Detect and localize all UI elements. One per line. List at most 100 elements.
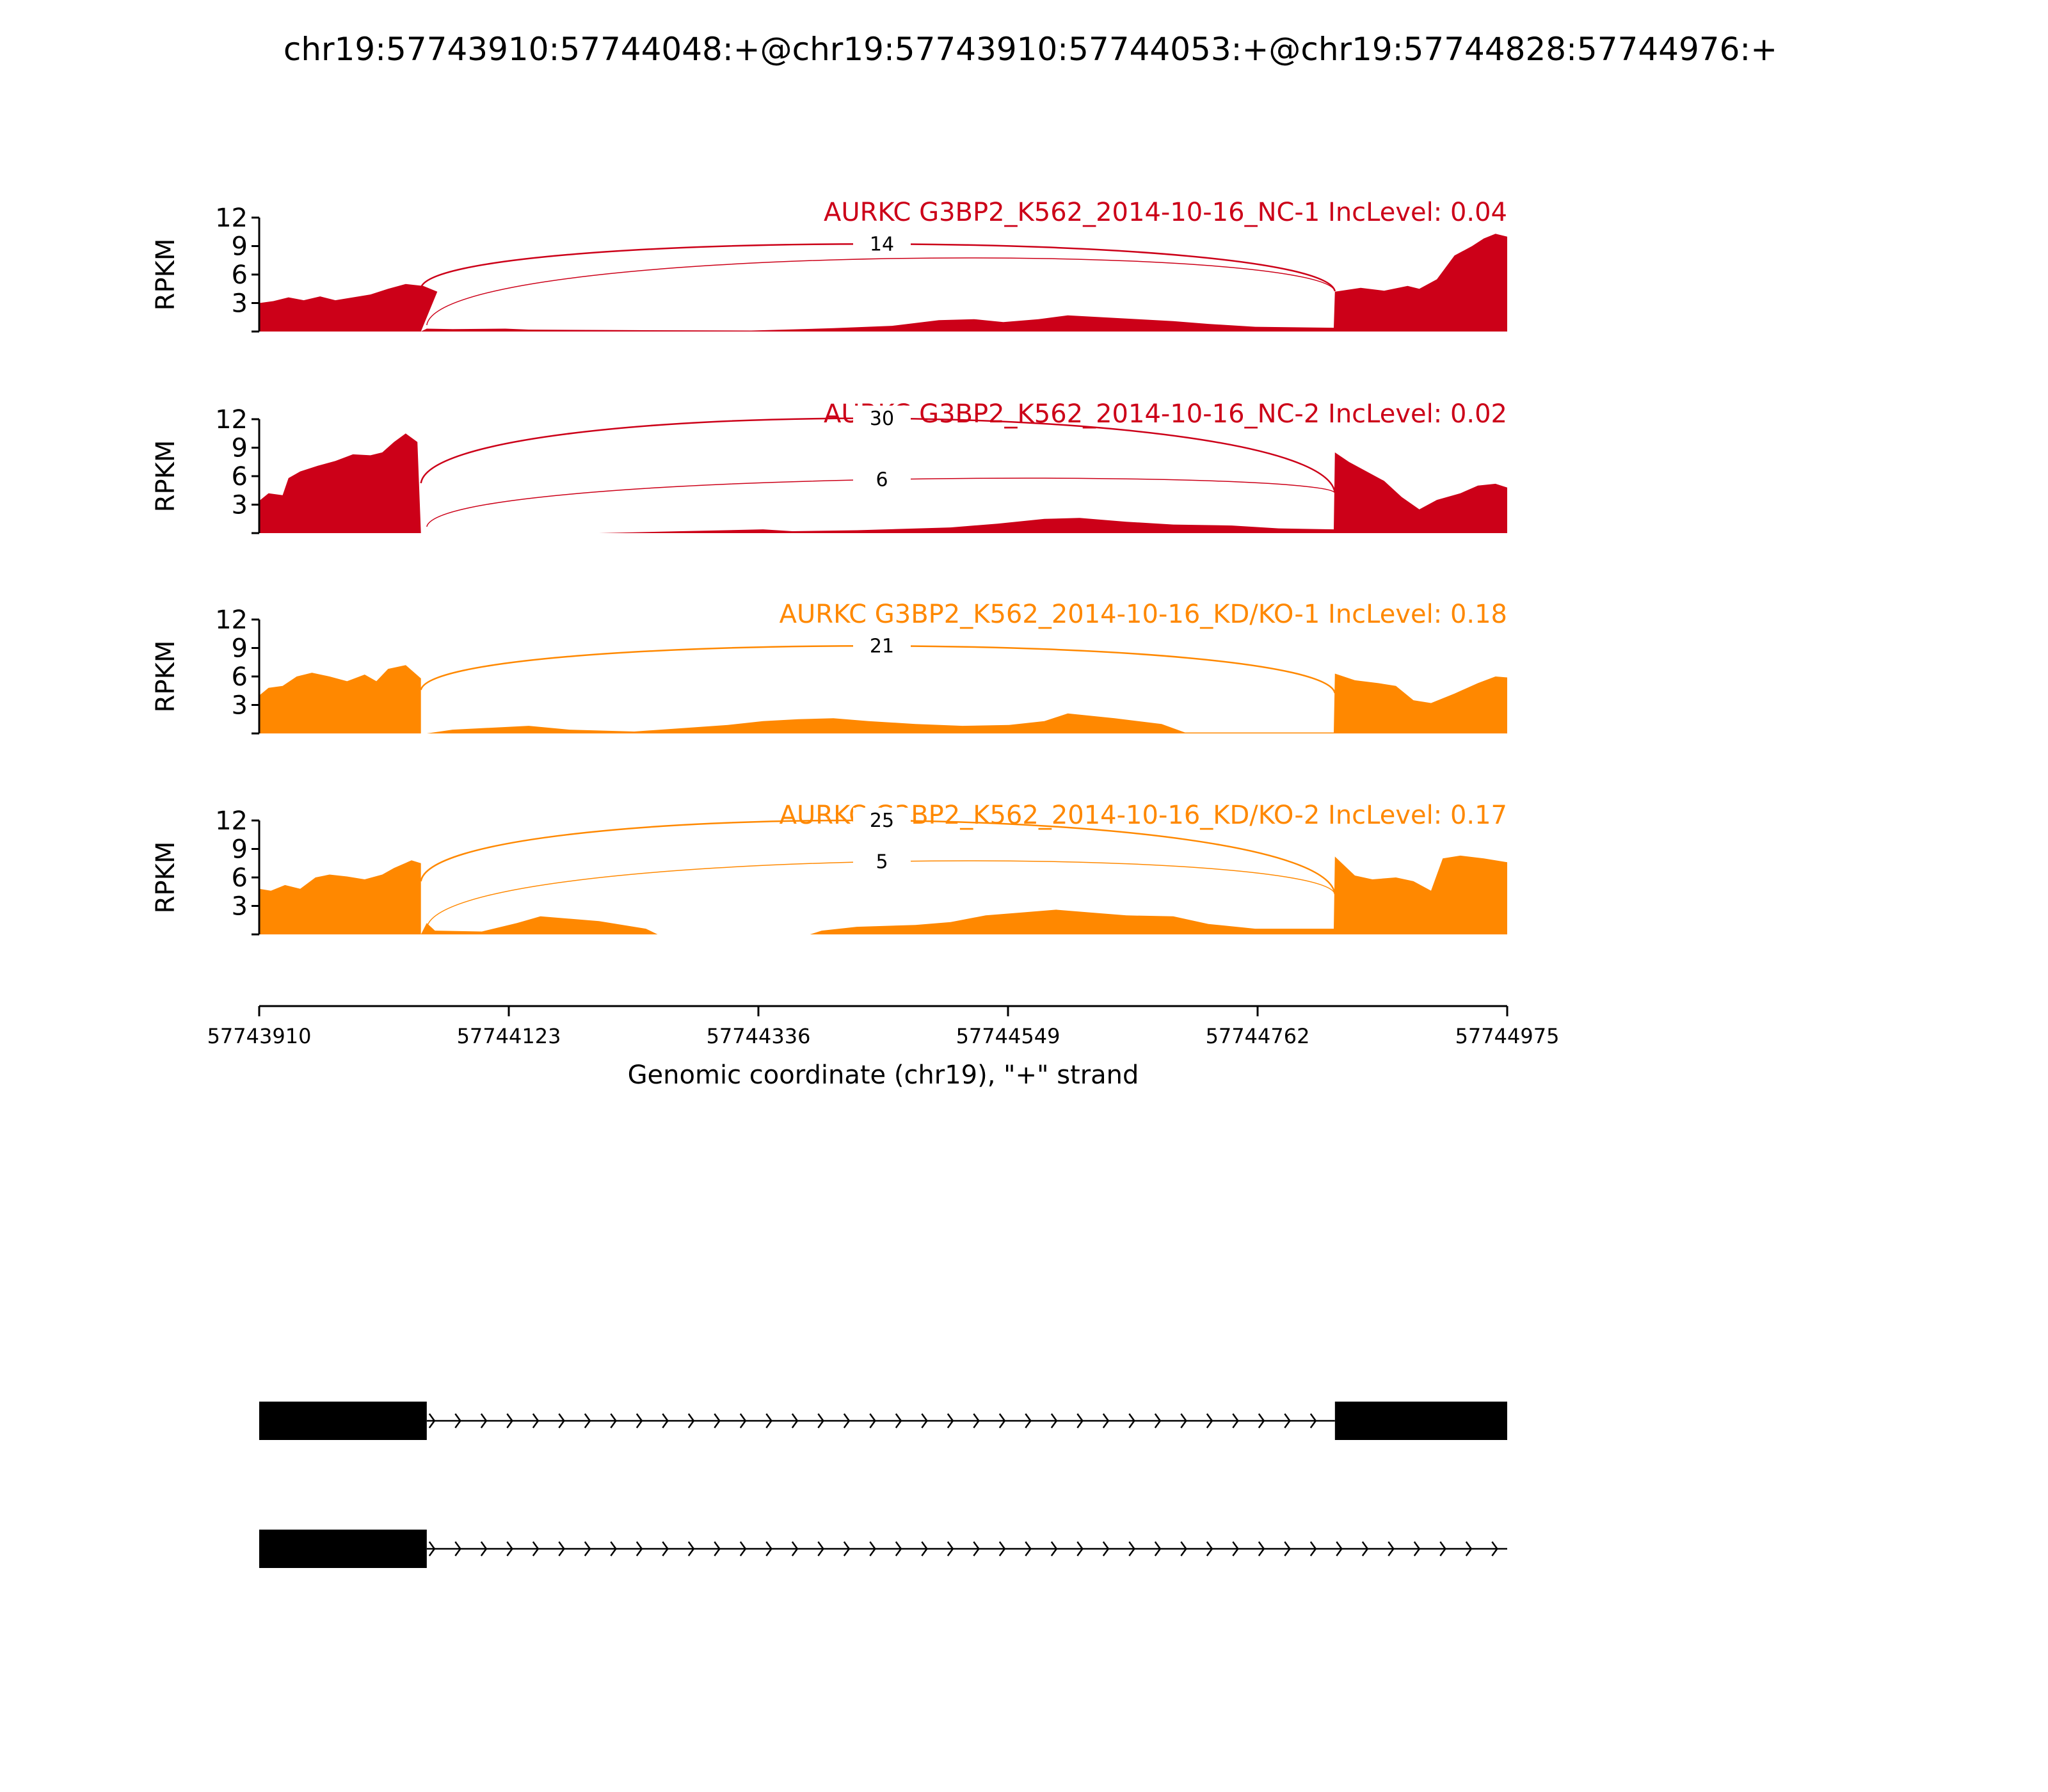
junction-count: 25 xyxy=(870,810,894,832)
y-tick-label: 3 xyxy=(232,691,248,721)
strand-arrow xyxy=(1180,1413,1187,1428)
strand-arrow xyxy=(428,1413,436,1428)
strand-arrow xyxy=(1413,1541,1421,1556)
junction-count-bg xyxy=(853,849,911,872)
strand-arrow xyxy=(610,1541,617,1556)
y-tick-label: 6 xyxy=(232,462,248,492)
strand-arrow xyxy=(1206,1413,1213,1428)
strand-arrow xyxy=(714,1541,721,1556)
x-tick-label: 57744549 xyxy=(956,1024,1060,1048)
strand-arrow xyxy=(1025,1541,1032,1556)
coverage-area xyxy=(259,234,1507,332)
strand-arrow xyxy=(921,1413,928,1428)
coverage-area xyxy=(259,855,1507,934)
strand-arrow xyxy=(817,1541,824,1556)
strand-arrow xyxy=(998,1413,1006,1428)
strand-arrow xyxy=(636,1413,643,1428)
y-tick-label: 3 xyxy=(232,491,248,520)
strand-arrow xyxy=(532,1541,540,1556)
strand-arrow xyxy=(1050,1413,1058,1428)
y-axis-label: RPKM xyxy=(151,842,180,914)
strand-arrow xyxy=(947,1541,954,1556)
strand-arrow xyxy=(1309,1541,1317,1556)
strand-arrow xyxy=(428,1541,436,1556)
junction-count: 5 xyxy=(876,851,888,873)
strand-arrow xyxy=(1388,1541,1395,1556)
exon-block xyxy=(259,1530,427,1568)
strand-arrow xyxy=(1336,1541,1343,1556)
junction-arc xyxy=(426,257,1336,326)
strand-arrow xyxy=(895,1413,902,1428)
strand-arrow xyxy=(1128,1541,1135,1556)
strand-arrow xyxy=(687,1413,695,1428)
strand-arrow xyxy=(662,1541,669,1556)
y-tick-label: 12 xyxy=(215,605,248,635)
y-axis-label: RPKM xyxy=(151,440,180,513)
gene-model-1 xyxy=(259,1402,1507,1440)
x-tick-label: 57743910 xyxy=(207,1024,312,1048)
coverage-area xyxy=(259,433,1507,533)
strand-arrow xyxy=(1154,1541,1162,1556)
junction-count-bg xyxy=(853,633,911,657)
strand-arrow xyxy=(1284,1413,1291,1428)
exon-block xyxy=(259,1402,427,1440)
strand-arrow xyxy=(1284,1541,1291,1556)
strand-arrow xyxy=(1465,1541,1473,1556)
strand-arrow xyxy=(454,1413,461,1428)
strand-arrow xyxy=(1232,1541,1239,1556)
track-label: AURKC G3BP2_K562_2014-10-16_NC-1 IncLeve… xyxy=(824,198,1507,227)
junction-count-bg xyxy=(853,405,911,429)
junction-count-bg xyxy=(853,808,911,831)
strand-arrow xyxy=(1258,1541,1265,1556)
strand-arrow xyxy=(1309,1413,1317,1428)
strand-arrow xyxy=(506,1413,513,1428)
y-tick-label: 12 xyxy=(215,204,248,233)
strand-arrow xyxy=(817,1413,824,1428)
strand-arrow xyxy=(739,1541,747,1556)
coverage-area xyxy=(259,665,1507,733)
strand-arrow xyxy=(869,1541,876,1556)
strand-arrow xyxy=(1491,1541,1498,1556)
y-tick-label: 6 xyxy=(232,662,248,692)
y-axis-label: RPKM xyxy=(151,641,180,713)
y-tick-label: 9 xyxy=(232,232,248,262)
strand-arrow xyxy=(454,1541,461,1556)
gene-models xyxy=(259,1402,1507,1568)
junction-count-bg xyxy=(853,467,911,490)
strand-arrow xyxy=(947,1413,954,1428)
strand-arrow xyxy=(1232,1413,1239,1428)
strand-arrow xyxy=(1258,1413,1265,1428)
strand-arrow xyxy=(1025,1413,1032,1428)
x-axis: 57743910 57744123 57744336 57744549 57744762… xyxy=(207,1005,1560,1048)
figure-title: chr19:57743910:57744048:+@chr19:57743910… xyxy=(284,31,1777,68)
strand-arrow xyxy=(843,1541,851,1556)
strand-arrow xyxy=(610,1413,617,1428)
x-tick-label: 57744975 xyxy=(1455,1024,1560,1048)
strand-arrow xyxy=(558,1541,565,1556)
strand-arrow xyxy=(765,1413,772,1428)
y-axis-label: RPKM xyxy=(151,239,180,311)
junction-count: 6 xyxy=(876,468,888,491)
strand-arrow xyxy=(1206,1541,1213,1556)
gene-model-2 xyxy=(259,1530,1507,1568)
strand-arrow xyxy=(662,1413,669,1428)
track-label: AURKC G3BP2_K562_2014-10-16_NC-2 IncLeve… xyxy=(824,399,1507,429)
strand-arrow xyxy=(895,1541,902,1556)
strand-arrow xyxy=(973,1541,980,1556)
junction-count: 30 xyxy=(870,408,894,430)
strand-arrow xyxy=(739,1413,747,1428)
strand-arrow xyxy=(1076,1413,1084,1428)
y-tick-label: 9 xyxy=(232,634,248,664)
y-tick-label: 12 xyxy=(215,806,248,836)
y-tick-label: 3 xyxy=(232,289,248,319)
strand-arrow xyxy=(1128,1413,1135,1428)
exon-block xyxy=(1334,1402,1507,1440)
strand-arrow xyxy=(1102,1541,1110,1556)
strand-arrow xyxy=(480,1413,488,1428)
strand-arrow xyxy=(869,1413,876,1428)
strand-arrow xyxy=(1439,1541,1446,1556)
